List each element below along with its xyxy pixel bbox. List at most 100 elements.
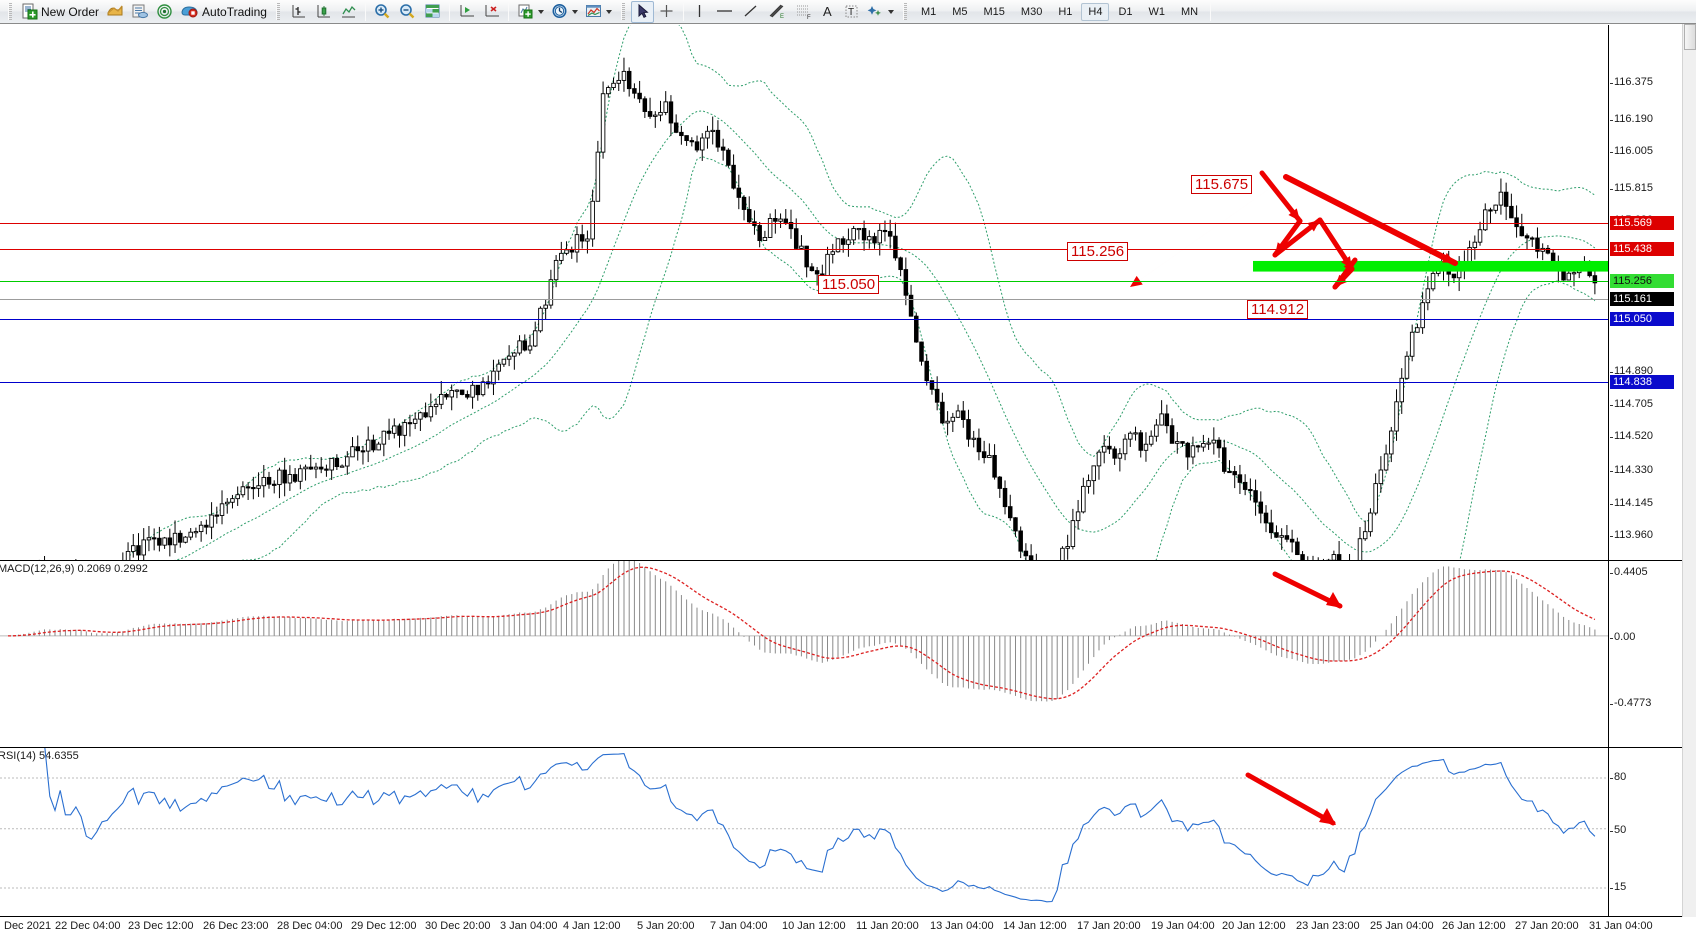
price-axis[interactable]: 116.375116.190116.005115.815115.630114.8… — [1608, 25, 1682, 641]
navigator-button[interactable] — [152, 1, 177, 23]
zoom-out-button[interactable] — [395, 1, 420, 23]
templates-dropdown-caret[interactable] — [605, 9, 612, 14]
auto-scroll-icon — [485, 5, 499, 17]
vertical-line-button[interactable] — [688, 1, 711, 23]
toolbar-grip-2[interactable] — [270, 1, 286, 23]
toolbar-grip-3[interactable] — [615, 1, 631, 23]
zoom-in-button[interactable] — [370, 1, 395, 23]
candle-body — [569, 249, 575, 253]
candle-body — [1362, 531, 1368, 540]
candlestick-chart-button[interactable] — [311, 1, 336, 23]
candle-body — [955, 410, 961, 418]
projection-arrow[interactable] — [1332, 257, 1358, 290]
projection-arrow[interactable] — [1283, 174, 1458, 266]
equidistant-channel-button[interactable]: E — [763, 1, 790, 23]
rsi-canvas[interactable] — [0, 748, 1608, 916]
cursor-button[interactable] — [630, 0, 654, 23]
new-order-button[interactable]: New Order — [18, 1, 102, 23]
annotation-115-256[interactable]: 115.256 — [1067, 242, 1129, 261]
candle-body — [981, 451, 987, 459]
text-button[interactable]: A — [817, 1, 840, 23]
text-label-button[interactable]: T — [840, 1, 863, 23]
trendline-button[interactable] — [738, 1, 763, 23]
indicators-button[interactable] — [513, 1, 547, 23]
data-window-button[interactable] — [127, 1, 152, 23]
price-chart-canvas[interactable] — [0, 25, 1608, 560]
level-line-115-256[interactable] — [0, 281, 1608, 282]
price-tag-115-569[interactable]: 115.569 — [1610, 216, 1674, 230]
timeframe-m5[interactable]: M5 — [952, 5, 968, 18]
candle-body — [543, 304, 548, 309]
price-tag-115-161[interactable]: 115.161 — [1610, 292, 1674, 306]
level-line-115-569[interactable] — [0, 223, 1608, 224]
macd-pane[interactable]: MACD(12,26,9) 0.2069 0.2992 — [0, 561, 1682, 747]
price-tag-115-256[interactable]: 115.256 — [1610, 274, 1674, 288]
timeframe-m1[interactable]: M1 — [920, 5, 937, 18]
level-line-115-438[interactable] — [0, 249, 1608, 250]
vertical-scrollbar[interactable] — [1682, 24, 1696, 917]
main-toolbar[interactable]: New Order — [0, 0, 1696, 24]
shift-end-button[interactable] — [454, 1, 479, 23]
rsi-pane[interactable]: RSI(14) 54.6355 — [0, 748, 1682, 916]
timeframe-h1[interactable]: H1 — [1058, 5, 1073, 18]
bollinger-lower-band — [241, 156, 1596, 560]
templates-button[interactable] — [581, 1, 615, 23]
market-watch-button[interactable] — [102, 1, 127, 23]
candle-body — [480, 381, 486, 396]
candle-body — [334, 457, 340, 468]
timeframe-group[interactable]: M1 M5 M15 M30 H1 H4 D1 W1 MN — [913, 2, 1206, 21]
bar-chart-button[interactable] — [286, 1, 311, 23]
scrollbar-thumb[interactable] — [1684, 24, 1696, 50]
price-chart-pane[interactable]: 115.675 115.256 115.050 114.912 — [0, 25, 1682, 560]
macd-canvas[interactable] — [0, 561, 1608, 747]
candle-body — [162, 537, 167, 546]
macd-projection-arrow[interactable] — [1272, 571, 1343, 609]
timeframe-w1[interactable]: W1 — [1148, 5, 1166, 18]
indicators-dropdown-caret[interactable] — [537, 9, 544, 14]
candle-body — [553, 259, 559, 281]
time-tick-label: 26 Dec 23:00 — [203, 920, 269, 932]
support-zone-rectangle[interactable] — [1253, 260, 1608, 272]
projection-arrow[interactable] — [1259, 170, 1303, 224]
timeframe-d1[interactable]: D1 — [1118, 5, 1133, 18]
macd-axis[interactable]: 0.4405 0.00 -0.4773 — [1608, 561, 1682, 747]
rsi-projection-arrow[interactable] — [1245, 772, 1336, 826]
shapes-button[interactable] — [863, 1, 897, 23]
candle-body — [1472, 241, 1478, 249]
rsi-axis[interactable]: 80 50 15 — [1608, 748, 1682, 916]
level-line-115-161[interactable] — [0, 299, 1608, 300]
candle-body — [1175, 441, 1180, 444]
shapes-dropdown-caret[interactable] — [887, 9, 894, 14]
price-tag-115-050[interactable]: 115.050 — [1610, 312, 1674, 326]
candle-body — [1498, 191, 1504, 206]
time-tick-label: 11 Jan 20:00 — [856, 920, 919, 932]
annotation-114-912[interactable]: 114.912 — [1247, 300, 1309, 319]
timeframe-h4[interactable]: H4 — [1081, 2, 1110, 21]
toolbar-grip-4[interactable] — [897, 1, 913, 23]
timeframe-mn[interactable]: MN — [1181, 5, 1199, 18]
line-chart-button[interactable] — [336, 1, 361, 23]
toolbar-grip-1[interactable] — [2, 1, 18, 23]
indicator-tick: 50 — [1609, 824, 1627, 836]
annotation-115-675[interactable]: 115.675 — [1191, 175, 1253, 194]
candle-body — [141, 539, 146, 556]
candle-body — [235, 494, 240, 500]
auto-scroll-button[interactable] — [479, 1, 504, 23]
annotation-115-050[interactable]: 115.050 — [818, 275, 880, 294]
level-line-115-050[interactable] — [0, 319, 1608, 320]
price-tag-115-438[interactable]: 115.438 — [1610, 242, 1674, 256]
grid-button[interactable] — [420, 1, 445, 23]
timeframe-m30[interactable]: M30 — [1020, 5, 1043, 18]
price-tag-114-838[interactable]: 114.838 — [1610, 375, 1674, 389]
candle-body — [506, 355, 512, 360]
time-axis[interactable]: Dec 2021 22 Dec 04:00 23 Dec 12:00 26 Dec 2… — [0, 916, 1696, 937]
level-line-114-838[interactable] — [0, 382, 1608, 383]
autotrading-button[interactable]: AutoTrading — [177, 1, 270, 23]
horizontal-line-button[interactable] — [711, 1, 738, 23]
candle-body — [433, 403, 439, 408]
periods-button[interactable] — [547, 1, 581, 23]
periods-dropdown-caret[interactable] — [571, 9, 578, 14]
fibonacci-button[interactable]: F — [790, 1, 817, 23]
timeframe-m15[interactable]: M15 — [983, 5, 1005, 18]
crosshair-button[interactable] — [654, 1, 679, 23]
